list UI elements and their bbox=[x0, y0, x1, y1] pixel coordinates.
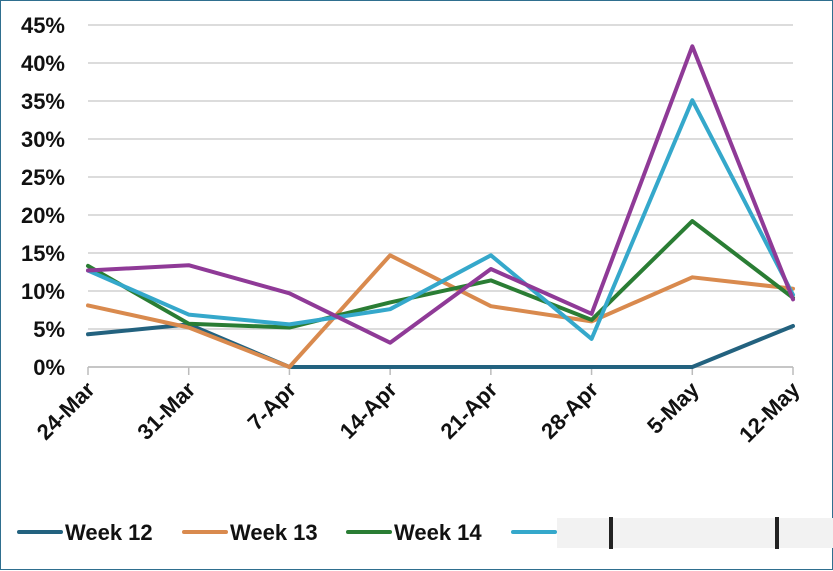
series-line-2 bbox=[86, 253, 795, 369]
legend-label: Week 14 bbox=[394, 520, 482, 545]
y-tick-label: 30% bbox=[21, 127, 65, 152]
gridlines bbox=[88, 24, 793, 368]
y-tick-label: 35% bbox=[21, 89, 65, 114]
x-tick-label: 24-Mar bbox=[32, 377, 100, 445]
series-line-4 bbox=[86, 98, 795, 341]
y-tick-label: 20% bbox=[21, 203, 65, 228]
x-tick-label: 14-Apr bbox=[335, 377, 402, 444]
y-tick-label: 15% bbox=[21, 241, 65, 266]
x-axis: 24-Mar 31-Mar 7-Apr 14-Apr 21-Apr 28-Apr 5-May… bbox=[32, 366, 805, 447]
x-tick-label: 7-Apr bbox=[243, 377, 302, 436]
x-tick-label: 12-May bbox=[734, 376, 805, 447]
y-tick-label: 45% bbox=[21, 13, 65, 38]
y-tick-label: 10% bbox=[21, 279, 65, 304]
y-tick-label: 25% bbox=[21, 165, 65, 190]
y-axis: 0% 5% 10% 15% 20% 25% 30% 35% 40% 45% bbox=[21, 13, 65, 380]
legend-overflow-mask bbox=[557, 517, 833, 549]
legend-label: Week 12 bbox=[65, 520, 153, 545]
legend-label: Week 13 bbox=[230, 520, 318, 545]
x-tick-label: 5-May bbox=[642, 376, 704, 438]
x-tick-label: 21-Apr bbox=[435, 377, 502, 444]
series-line-1 bbox=[86, 322, 795, 369]
x-tick-label: 31-Mar bbox=[132, 377, 200, 445]
legend-edge-mark bbox=[775, 517, 779, 549]
y-tick-label: 0% bbox=[33, 355, 65, 380]
legend-faded-area bbox=[557, 518, 833, 548]
legend: Week 12 Week 13 Week 14 bbox=[17, 520, 557, 545]
legend-edge-mark bbox=[609, 517, 613, 549]
y-tick-label: 5% bbox=[33, 317, 65, 342]
x-tick-label: 28-Apr bbox=[536, 377, 603, 444]
y-tick-label: 40% bbox=[21, 51, 65, 76]
series-line-3 bbox=[86, 219, 795, 330]
series-line-5 bbox=[86, 44, 795, 345]
series-lines bbox=[86, 44, 795, 369]
